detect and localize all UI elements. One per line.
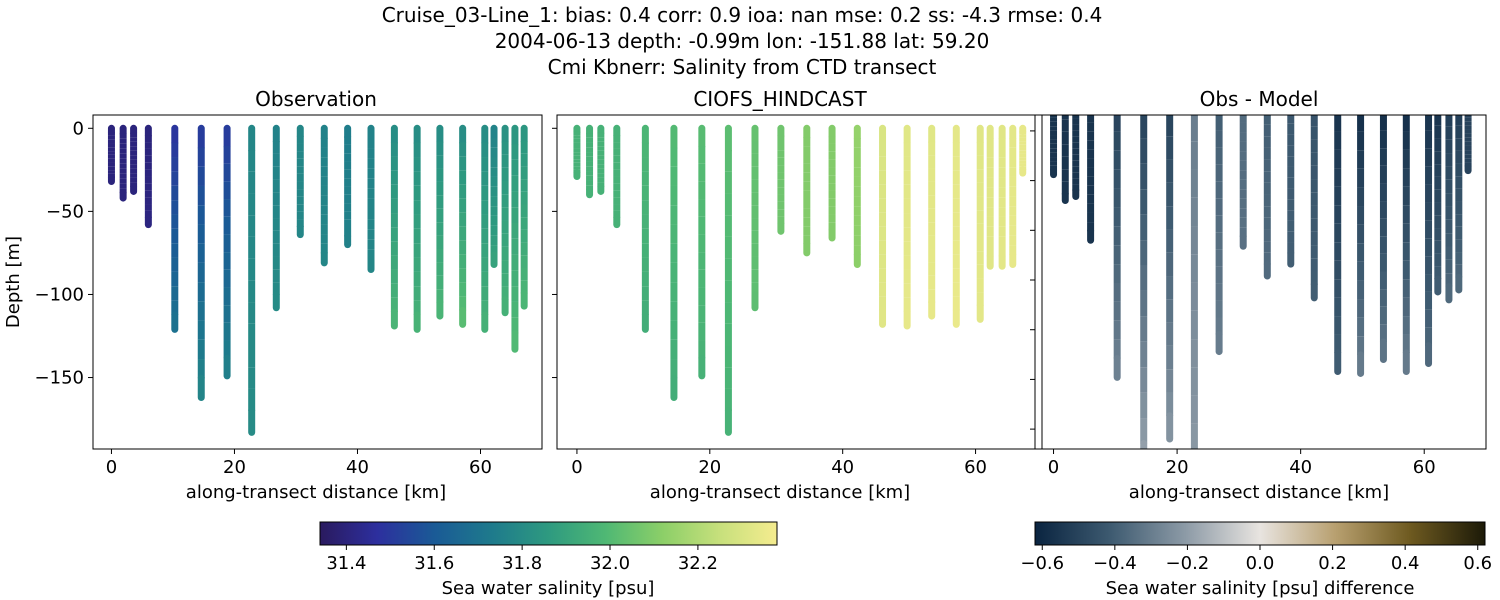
x-tick-label: 40	[1289, 457, 1312, 478]
y-tick-label: 0	[73, 118, 84, 139]
colorbar-tick-label: −0.4	[1093, 553, 1137, 574]
axes-frame	[92, 114, 543, 450]
x-tick-label: 20	[698, 457, 721, 478]
colorbar-tick-label: 0.4	[1391, 553, 1420, 574]
x-tick-label: 20	[1166, 457, 1189, 478]
axes-frame	[556, 114, 1043, 450]
x-tick-label: 0	[106, 457, 117, 478]
x-axis-label: along-transect distance [km]	[650, 482, 910, 503]
colorbar-tick-label: 31.8	[502, 553, 542, 574]
panel-difference: Obs - Model along-transect distance [km]	[1129, 87, 1389, 503]
panel-model: CIOFS_HINDCAST along-transect distance […	[650, 87, 910, 503]
panel-title: Observation	[255, 87, 377, 111]
x-tick-label: 0	[571, 457, 582, 478]
x-tick-label: 60	[1413, 457, 1436, 478]
y-axis-label: Depth [m]	[3, 236, 24, 328]
difference-colorbar: Sea water salinity [psu] difference	[1034, 521, 1486, 599]
x-tick-label: 0	[1048, 457, 1059, 478]
x-tick-label: 60	[964, 457, 987, 478]
colorbar-tick-label: −0.2	[1166, 553, 1210, 574]
x-tick-label: 60	[469, 457, 492, 478]
colorbar-tick-label: 31.4	[326, 553, 366, 574]
difference-colorbar-ticks: −0.6 −0.4 −0.2 0.0 0.2 0.4 0.6	[1020, 545, 1492, 574]
title-line-3: Cmi Kbnerr: Salinity from CTD transect	[548, 55, 937, 79]
axes-frame	[1034, 114, 1487, 450]
plot-area-2: 0 20 40 60	[552, 114, 1043, 478]
colorbar-label: Sea water salinity [psu] difference	[1106, 578, 1415, 599]
title-line-1: Cruise_03-Line_1: bias: 0.4 corr: 0.9 io…	[382, 3, 1103, 27]
cast-group	[573, 124, 1027, 436]
x-axis-label: along-transect distance [km]	[1129, 482, 1389, 503]
colorbar-tick-label: 0.6	[1463, 553, 1492, 574]
x-axis-label: along-transect distance [km]	[186, 482, 446, 503]
x-tick-label: 40	[346, 457, 369, 478]
salinity-colorbar-ticks: 31.4 31.6 31.8 32.0 32.2	[326, 545, 718, 574]
plot-area-1: 0 20 40 60 0 −50 −100 −150	[35, 114, 543, 478]
cast-group	[1050, 115, 1472, 449]
colorbar-tick-label: 32.0	[590, 553, 630, 574]
colorbar-gradient	[1034, 521, 1486, 546]
colorbar-tick-label: 32.2	[678, 553, 718, 574]
colorbar-gradient	[319, 521, 778, 546]
y-tick-label: −150	[35, 368, 84, 389]
colorbar-tick-label: 31.6	[414, 553, 454, 574]
colorbar-tick-label: −0.6	[1020, 553, 1064, 574]
salinity-colorbar: Sea water salinity [psu]	[319, 521, 778, 599]
panel-title: CIOFS_HINDCAST	[693, 87, 867, 111]
plot-area-3: 0 20 40 60	[1030, 114, 1487, 478]
x-tick-label: 40	[831, 457, 854, 478]
cast-group	[107, 124, 528, 436]
y-tick-label: −100	[35, 284, 84, 305]
colorbar-tick-label: 0.2	[1318, 553, 1347, 574]
y-tick-label: −50	[46, 201, 84, 222]
title-line-2: 2004-06-13 depth: -0.99m lon: -151.88 la…	[495, 29, 990, 53]
colorbar-label: Sea water salinity [psu]	[442, 578, 655, 599]
colorbar-tick-label: 0.0	[1246, 553, 1275, 574]
panel-observation: Observation Depth [m] along-transect dis…	[3, 87, 446, 503]
figure-title: Cruise_03-Line_1: bias: 0.4 corr: 0.9 io…	[382, 3, 1103, 79]
panel-title: Obs - Model	[1200, 87, 1319, 111]
x-tick-label: 20	[223, 457, 246, 478]
